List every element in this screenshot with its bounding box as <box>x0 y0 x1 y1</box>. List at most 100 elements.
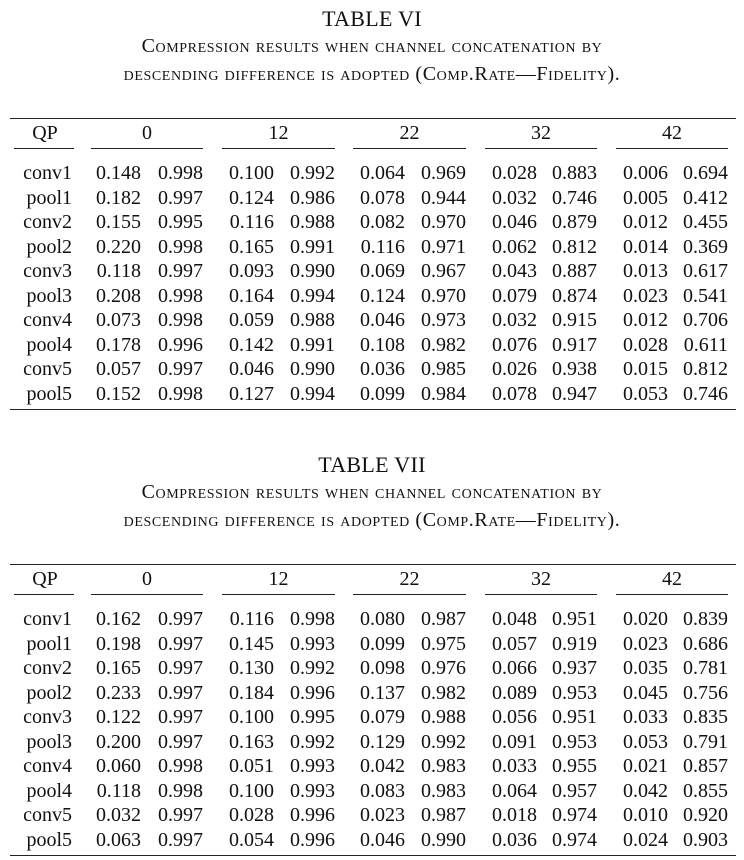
table-cell: 0.746 <box>683 382 728 405</box>
table-cell: 0.145 <box>229 632 274 655</box>
table-cell: 0.023 <box>360 804 405 826</box>
table-cell: 0.079 <box>492 284 537 307</box>
table-cell: 0.069 <box>360 260 405 282</box>
table-cell: 0.996 <box>290 828 335 851</box>
table-cell: 0.053 <box>623 730 668 753</box>
table-cell: 0.033 <box>492 755 537 777</box>
table-cell: 0.129 <box>360 730 405 753</box>
table-cell: 0.100 <box>229 706 274 728</box>
table-cell: 0.122 <box>96 706 141 728</box>
qp-value-header: 42 <box>662 122 682 144</box>
table-cell: 0.985 <box>421 358 466 380</box>
table-cell: 0.100 <box>229 779 274 802</box>
table-cell: 0.057 <box>96 358 141 380</box>
table-cell: 0.951 <box>552 706 597 728</box>
table-cell: 0.879 <box>552 211 597 233</box>
table-cell: 0.100 <box>229 162 274 184</box>
group-underline <box>353 148 466 150</box>
table-cell: 0.915 <box>552 309 597 331</box>
table-top-rule <box>10 118 736 120</box>
table-cell: 0.541 <box>683 284 728 307</box>
table-cell: 0.998 <box>158 284 203 307</box>
qp-underline <box>14 148 74 150</box>
table-cell: 0.155 <box>96 211 141 233</box>
table-cell: 0.997 <box>158 706 203 728</box>
table-cell: 0.988 <box>290 309 335 331</box>
table-cell: 0.057 <box>492 632 537 655</box>
table-caption-line-1: Compression results when channel concate… <box>141 481 603 503</box>
table-cell: 0.142 <box>229 333 274 356</box>
table-cell: 0.018 <box>492 804 537 826</box>
table-cell: 0.997 <box>158 657 203 679</box>
table-cell: 0.152 <box>96 382 141 405</box>
table-cell: 0.035 <box>623 657 668 679</box>
table-cell: 0.455 <box>683 211 728 233</box>
table-cell: 0.756 <box>683 681 728 704</box>
table-cell: 0.996 <box>290 804 335 826</box>
table-cell: 0.957 <box>552 779 597 802</box>
group-underline <box>485 594 597 596</box>
table-cell: 0.937 <box>552 657 597 679</box>
table-cell: 0.200 <box>96 730 141 753</box>
table-cell: 0.791 <box>683 730 728 753</box>
table-cell: 0.976 <box>421 657 466 679</box>
table-vii: TABLE VII Compression results when chann… <box>0 452 744 857</box>
table-cell: 0.883 <box>552 162 597 184</box>
table-cell: 0.020 <box>623 608 668 630</box>
table-cell: 0.998 <box>158 309 203 331</box>
table-cell: 0.005 <box>623 186 668 209</box>
table-cell: 0.998 <box>158 235 203 258</box>
table-cell: 0.091 <box>492 730 537 753</box>
table-cell: 0.998 <box>158 382 203 405</box>
table-cell: 0.124 <box>360 284 405 307</box>
table-bottom-rule <box>10 409 736 411</box>
table-cell: 0.054 <box>229 828 274 851</box>
table-cell: 0.118 <box>96 779 141 802</box>
table-cell: 0.992 <box>290 657 335 679</box>
table-cell: 0.045 <box>623 681 668 704</box>
row-label: conv1 <box>23 162 72 184</box>
table-cell: 0.028 <box>492 162 537 184</box>
table-vi: TABLE VI Compression results when channe… <box>0 6 744 411</box>
table-cell: 0.992 <box>290 730 335 753</box>
table-caption-line-1: Compression results when channel concate… <box>141 35 603 57</box>
table-cell: 0.036 <box>360 358 405 380</box>
table-caption-line-2: descending difference is adopted (Comp.R… <box>123 63 621 85</box>
table-cell: 0.062 <box>492 235 537 258</box>
table-cell: 0.028 <box>229 804 274 826</box>
table-cell: 0.839 <box>683 608 728 630</box>
table-cell: 0.220 <box>96 235 141 258</box>
table-cell: 0.028 <box>623 333 668 356</box>
table-cell: 0.013 <box>623 260 668 282</box>
table-cell: 0.064 <box>360 162 405 184</box>
table-cell: 0.997 <box>158 730 203 753</box>
table-cell: 0.046 <box>492 211 537 233</box>
table-cell: 0.066 <box>492 657 537 679</box>
table-cell: 0.955 <box>552 755 597 777</box>
table-cell: 0.042 <box>623 779 668 802</box>
group-underline <box>91 594 203 596</box>
table-cell: 0.079 <box>360 706 405 728</box>
table-cell: 0.997 <box>158 260 203 282</box>
table-cell: 0.182 <box>96 186 141 209</box>
table-cell: 0.116 <box>360 235 405 258</box>
table-cell: 0.812 <box>683 358 728 380</box>
row-label: pool4 <box>26 333 72 356</box>
group-underline <box>222 594 335 596</box>
table-cell: 0.032 <box>492 309 537 331</box>
table-cell: 0.051 <box>229 755 274 777</box>
table-cell: 0.969 <box>421 162 466 184</box>
table-cell: 0.919 <box>552 632 597 655</box>
table-cell: 0.974 <box>552 828 597 851</box>
table-cell: 0.162 <box>96 608 141 630</box>
group-underline <box>616 594 728 596</box>
row-label: pool2 <box>26 235 72 258</box>
table-cell: 0.012 <box>623 309 668 331</box>
table-cell: 0.917 <box>552 333 597 356</box>
table-cell: 0.080 <box>360 608 405 630</box>
table-cell: 0.233 <box>96 681 141 704</box>
row-label: pool1 <box>26 632 72 655</box>
table-cell: 0.078 <box>360 186 405 209</box>
table-cell: 0.130 <box>229 657 274 679</box>
table-cell: 0.944 <box>421 186 466 209</box>
